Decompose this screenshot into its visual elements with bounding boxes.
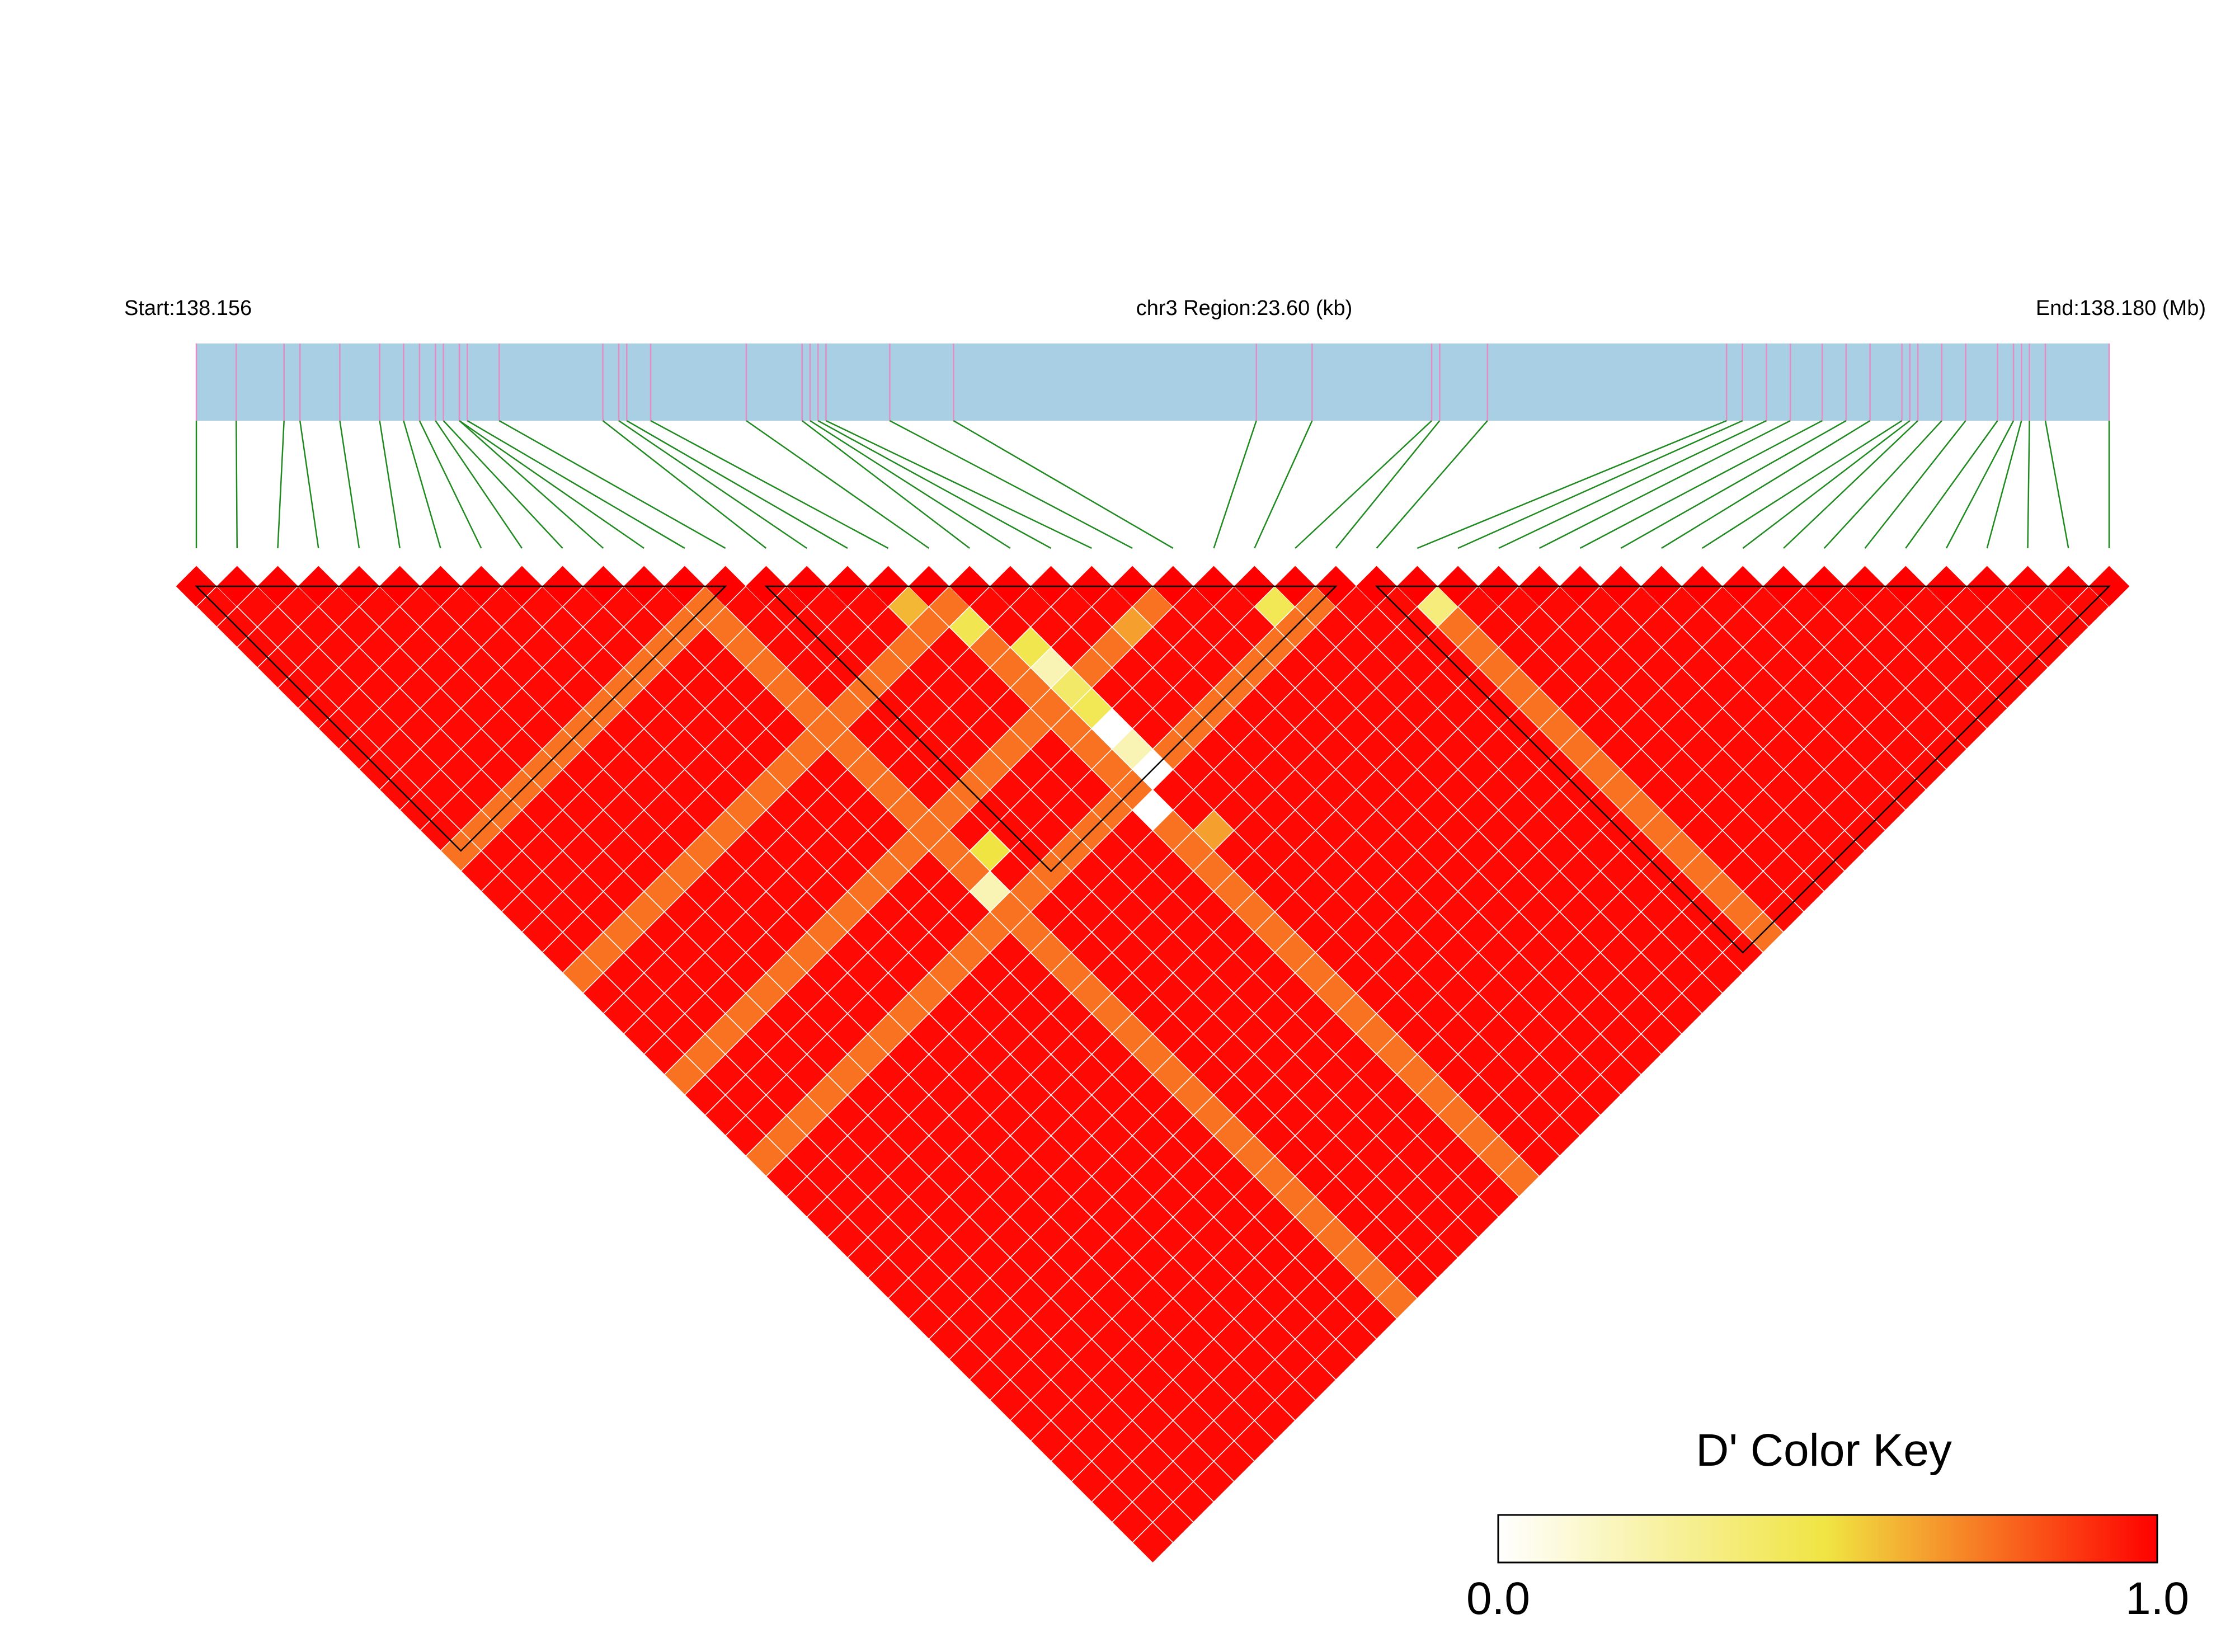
snp-connector — [1254, 420, 1313, 549]
snp-connector — [1457, 420, 1743, 549]
start-label: Start:138.156 — [124, 296, 252, 320]
snp-connector — [435, 420, 523, 549]
snp-connector — [817, 420, 1052, 549]
snp-connector — [618, 420, 807, 549]
ld-cells — [176, 566, 2130, 1564]
color-key-title: D' Color Key — [1696, 1425, 1952, 1476]
snp-connector — [1701, 420, 1903, 549]
snp-connector — [825, 420, 1092, 549]
snp-connector — [1335, 420, 1441, 549]
snp-connector — [1295, 420, 1432, 549]
snp-connector — [1783, 420, 1918, 549]
region-label: chr3 Region:23.60 (kb) — [1136, 296, 1353, 320]
color-key-max-label: 1.0 — [2125, 1573, 2189, 1624]
haplotype-block-outline — [194, 585, 727, 852]
snp-connector — [2027, 420, 2030, 549]
snp-connector — [1823, 420, 1942, 549]
snp-connector — [1945, 420, 2015, 549]
snp-connector — [1579, 420, 1823, 549]
snp-connector — [235, 420, 238, 549]
snp-connector — [1742, 420, 1911, 549]
snp-connector-lines — [195, 420, 2110, 549]
snp-connector — [418, 420, 482, 549]
snp-connector — [1620, 420, 1847, 549]
color-key-min-label: 0.0 — [1466, 1573, 1530, 1624]
end-label: End:138.180 (Mb) — [2036, 296, 2206, 320]
snp-connector — [626, 420, 848, 549]
snp-connector — [889, 420, 1133, 549]
snp-tick-marks — [195, 343, 2110, 421]
snp-connector — [953, 420, 1174, 549]
snp-connector — [1376, 420, 1488, 549]
snp-connector — [379, 420, 401, 549]
snp-connector — [443, 420, 563, 549]
snp-connector — [1498, 420, 1767, 549]
snp-connector — [459, 420, 644, 549]
color-key-gradient — [1497, 1514, 2158, 1564]
snp-connector — [1905, 420, 1998, 549]
snp-connector — [602, 420, 767, 549]
snp-connector — [339, 420, 360, 549]
snp-connector — [801, 420, 970, 549]
snp-connector — [1539, 420, 1791, 549]
snp-connector — [810, 420, 1011, 549]
snp-connector — [1986, 420, 2022, 549]
snp-connector — [459, 420, 604, 549]
haplotype-block-outline — [1375, 585, 2111, 954]
snp-connector — [277, 420, 285, 549]
snp-connector — [746, 420, 930, 549]
snp-connector — [1864, 420, 1966, 549]
snp-connector — [1417, 420, 1727, 549]
snp-connector — [1661, 420, 1871, 549]
snp-connector — [299, 420, 319, 549]
snp-connector — [650, 420, 889, 549]
snp-connector — [2044, 420, 2069, 549]
haplotype-block-outlines — [194, 585, 2111, 954]
haplotype-block-outline — [764, 585, 1338, 872]
snp-connector — [1213, 420, 1257, 549]
snp-connector — [403, 420, 441, 549]
snp-connector — [498, 420, 726, 549]
snp-connector — [467, 420, 685, 549]
